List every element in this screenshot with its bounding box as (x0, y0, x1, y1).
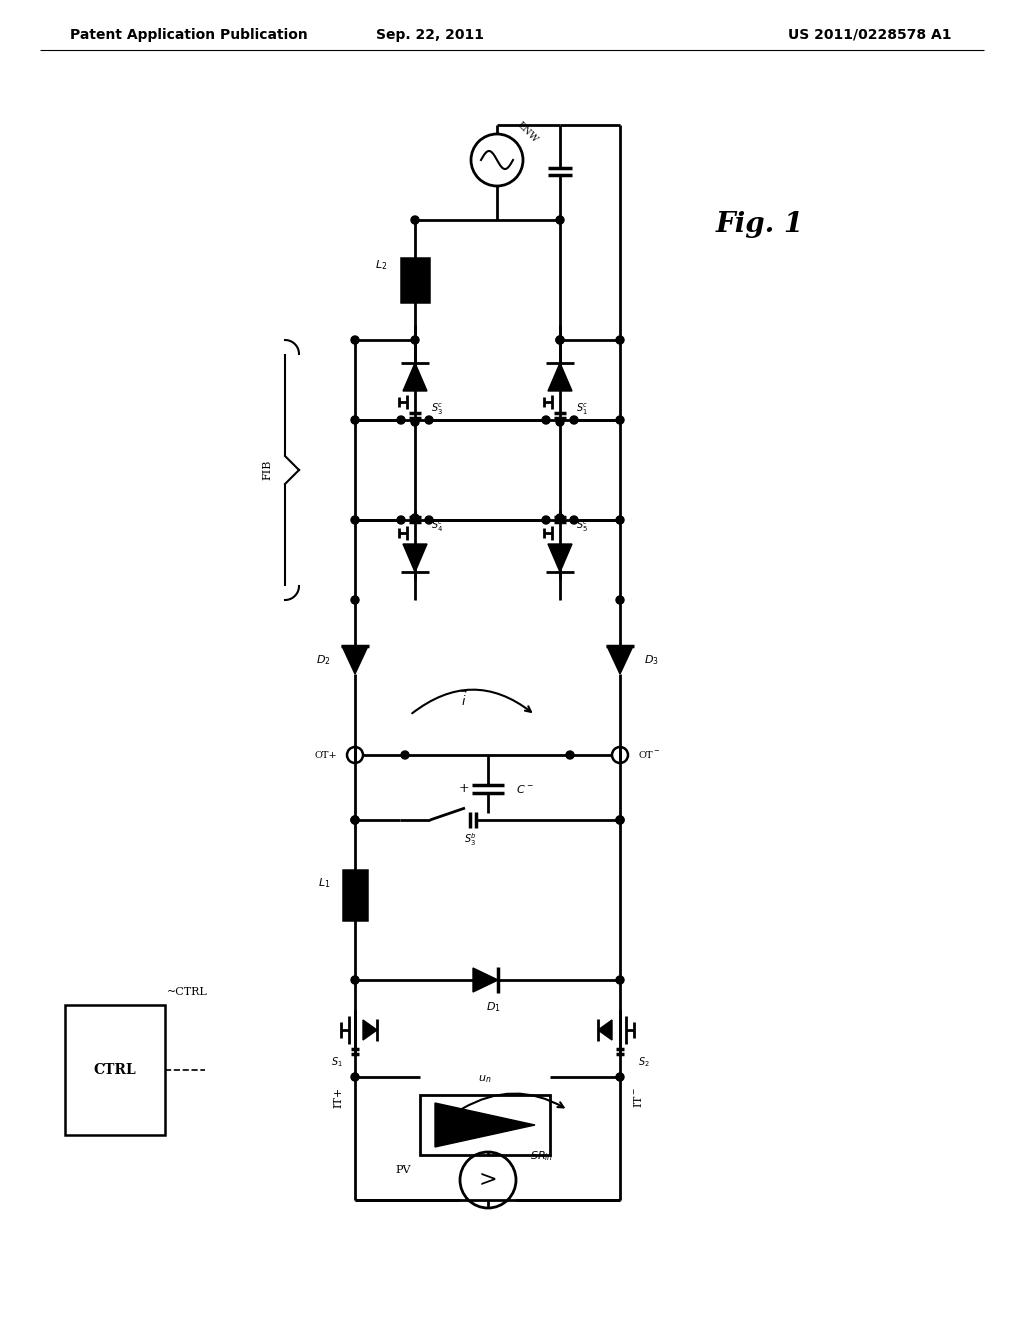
Bar (65, 1005, 165, 1135)
Circle shape (542, 516, 550, 524)
Text: +: + (459, 783, 469, 796)
Text: $u_n$: $u_n$ (478, 1073, 492, 1085)
Circle shape (411, 337, 419, 345)
Circle shape (556, 418, 564, 426)
Circle shape (425, 516, 433, 524)
Bar (343, 870, 367, 920)
Text: Fig. 1: Fig. 1 (716, 211, 804, 239)
Polygon shape (473, 968, 498, 993)
Circle shape (556, 337, 564, 345)
Text: PV: PV (395, 1166, 411, 1175)
Text: OT$^-$: OT$^-$ (638, 750, 660, 760)
Circle shape (351, 337, 359, 345)
Text: $S_1^c$: $S_1^c$ (575, 401, 589, 417)
Text: $S_5^c$: $S_5^c$ (575, 519, 589, 533)
Polygon shape (548, 544, 572, 572)
Circle shape (566, 751, 574, 759)
Circle shape (570, 416, 578, 424)
Circle shape (401, 751, 409, 759)
Circle shape (411, 418, 419, 426)
Polygon shape (403, 363, 427, 391)
Text: $D_3$: $D_3$ (644, 653, 658, 667)
Text: $L_2$: $L_2$ (375, 259, 387, 272)
Text: IT+: IT+ (333, 1086, 343, 1107)
Circle shape (556, 337, 564, 345)
Circle shape (351, 516, 359, 524)
Text: $D_1$: $D_1$ (485, 1001, 501, 1014)
Text: IT$^-$: IT$^-$ (632, 1086, 644, 1107)
Circle shape (411, 513, 419, 521)
Text: $S_3^c$: $S_3^c$ (431, 401, 443, 417)
Text: ENW: ENW (515, 120, 540, 144)
Text: $L_1$: $L_1$ (317, 876, 330, 890)
Bar (401, 257, 429, 302)
Circle shape (616, 416, 624, 424)
Polygon shape (403, 544, 427, 572)
Polygon shape (342, 645, 368, 675)
Text: $SR_{in}$: $SR_{in}$ (530, 1150, 553, 1163)
Text: $C^-$: $C^-$ (516, 783, 534, 795)
Circle shape (425, 416, 433, 424)
Circle shape (351, 816, 359, 824)
Circle shape (556, 216, 564, 224)
Polygon shape (548, 363, 572, 391)
Text: ~CTRL: ~CTRL (167, 987, 208, 997)
Circle shape (616, 1073, 624, 1081)
Polygon shape (362, 1020, 377, 1040)
Polygon shape (598, 1020, 612, 1040)
Text: Patent Application Publication: Patent Application Publication (70, 28, 308, 42)
Circle shape (556, 513, 564, 521)
Circle shape (616, 597, 624, 605)
Circle shape (616, 516, 624, 524)
Circle shape (397, 416, 406, 424)
Text: $\vec{i}$: $\vec{i}$ (461, 690, 469, 709)
Circle shape (351, 597, 359, 605)
Circle shape (351, 416, 359, 424)
Circle shape (616, 816, 624, 824)
Circle shape (351, 816, 359, 824)
Text: FIB: FIB (262, 459, 272, 480)
Circle shape (570, 516, 578, 524)
Text: $S_4^c$: $S_4^c$ (431, 519, 443, 533)
Polygon shape (435, 1104, 535, 1147)
Bar (420, 1096, 550, 1155)
Text: $S_1$: $S_1$ (331, 1055, 343, 1069)
Polygon shape (607, 645, 633, 675)
Circle shape (616, 975, 624, 983)
Text: $D_2$: $D_2$ (316, 653, 331, 667)
Circle shape (542, 416, 550, 424)
Text: US 2011/0228578 A1: US 2011/0228578 A1 (788, 28, 951, 42)
Text: CTRL: CTRL (93, 1063, 136, 1077)
Text: >: > (478, 1170, 498, 1191)
Text: Sep. 22, 2011: Sep. 22, 2011 (376, 28, 484, 42)
Circle shape (616, 337, 624, 345)
Text: OT+: OT+ (314, 751, 337, 759)
Circle shape (351, 975, 359, 983)
Text: $S_2$: $S_2$ (638, 1055, 650, 1069)
Circle shape (397, 516, 406, 524)
Circle shape (351, 1073, 359, 1081)
Circle shape (411, 216, 419, 224)
Circle shape (616, 816, 624, 824)
Text: $S_3^b$: $S_3^b$ (464, 832, 476, 849)
